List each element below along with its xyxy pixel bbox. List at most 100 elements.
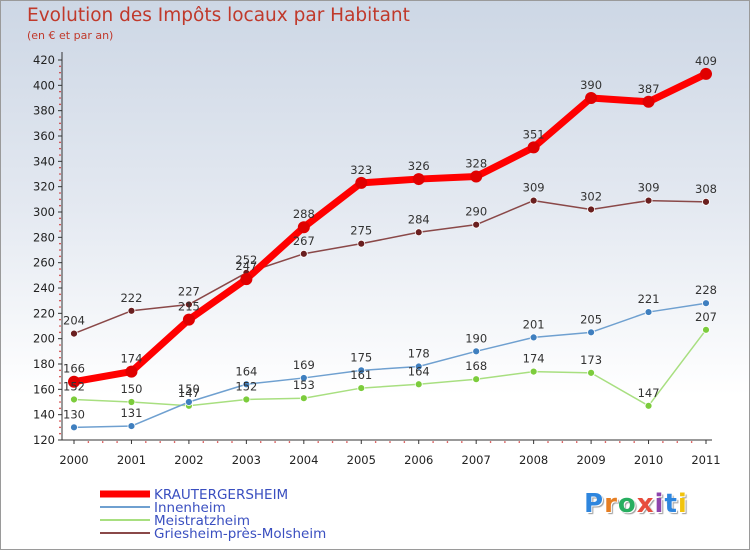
data-label: 387 [638,82,660,96]
data-label: 168 [465,359,487,373]
data-label: 190 [465,331,487,345]
x-minor-tick [489,441,492,443]
y-tick-label: 420 [33,53,55,67]
data-point [127,422,136,430]
y-tick-label: 280 [33,230,55,244]
x-minor-tick [575,441,578,443]
data-label: 228 [695,283,717,297]
data-point [470,170,483,183]
data-point [529,333,538,342]
chart-title: Evolution des Impôts locaux par Habitant [27,5,410,26]
x-minor-tick [389,441,391,443]
x-tick-label: 2005 [347,453,376,467]
data-point [70,395,78,404]
y-minor-tick [59,179,61,182]
x-minor-tick [374,441,377,443]
data-point [240,273,253,286]
x-tick-label: 2011 [691,453,720,467]
data-label: 166 [63,362,85,376]
data-point [644,401,653,410]
y-minor-tick [59,173,61,175]
data-label: 131 [120,406,142,420]
data-label: 153 [293,378,315,392]
y-minor-tick [59,230,61,232]
logo-letter: P [584,489,605,519]
y-tick-label: 220 [33,306,55,320]
y-minor-tick [59,198,61,201]
data-point [412,173,425,186]
y-minor-tick [59,103,61,106]
data-point [127,306,136,315]
data-point [587,328,595,337]
y-tick-label: 340 [33,154,55,168]
y-minor-tick [59,78,61,80]
y-minor-tick [59,242,61,245]
x-minor-tick [561,441,564,443]
logo-letter: t [664,489,678,519]
data-point [472,347,481,356]
x-minor-tick [317,441,319,443]
data-point [702,325,710,334]
x-minor-tick [101,441,104,443]
data-label: 323 [350,163,372,177]
x-tick-label: 2007 [462,453,491,467]
series-line-griesheim-près-molsheim [73,199,707,335]
data-label: 309 [638,181,660,195]
data-label: 390 [580,78,602,92]
x-tick-label: 2009 [576,453,605,467]
data-label: 147 [178,386,200,400]
x-minor-tick [547,441,549,443]
x-minor-tick [87,441,90,443]
y-minor-tick [59,204,61,207]
y-minor-tick [59,356,61,359]
x-minor-tick [633,441,635,443]
x-minor-tick [231,441,233,443]
y-minor-tick [59,90,61,93]
y-minor-tick [59,274,61,277]
x-tick-label: 2002 [174,453,203,467]
data-label: 174 [523,352,545,366]
data-point [644,196,653,205]
x-tick-label: 2006 [404,453,433,467]
x-tick-label: 2004 [289,453,318,467]
x-tick-label: 2010 [634,453,663,467]
data-label: 409 [695,54,717,68]
y-minor-tick [59,154,61,156]
data-label: 161 [350,368,372,382]
y-minor-tick [59,141,61,144]
y-minor-tick [59,375,61,378]
y-tick-label: 380 [33,104,55,118]
y-tick-label: 400 [33,78,55,92]
data-label: 205 [580,312,602,326]
data-point [644,308,653,316]
data-label: 302 [580,189,602,203]
y-minor-tick [59,331,61,334]
y-minor-tick [59,268,61,270]
legend-label: KRAUTERGERSHEIM [154,487,288,503]
y-tick-label: 120 [33,433,55,447]
x-minor-tick [432,441,434,443]
logo-letter: o [617,489,637,519]
x-minor-tick [504,441,506,443]
x-minor-tick [259,441,262,443]
data-point [527,141,540,154]
data-label: 173 [580,353,602,367]
data-point [357,239,366,248]
data-label: 150 [178,382,200,396]
data-point [299,374,308,382]
data-point [472,220,481,229]
data-label: 164 [235,364,257,378]
data-point [585,92,598,104]
data-point [414,362,423,371]
data-label: 152 [63,379,85,393]
y-minor-tick [59,299,61,302]
y-minor-tick [59,432,61,435]
data-point [702,299,710,308]
data-point [125,365,138,378]
y-minor-tick [59,65,61,68]
x-tick-label: 2008 [519,453,548,467]
y-tick-label: 140 [33,408,55,422]
data-label: 201 [523,317,545,331]
data-label: 288 [293,207,315,221]
x-tick-label: 2000 [59,453,88,467]
